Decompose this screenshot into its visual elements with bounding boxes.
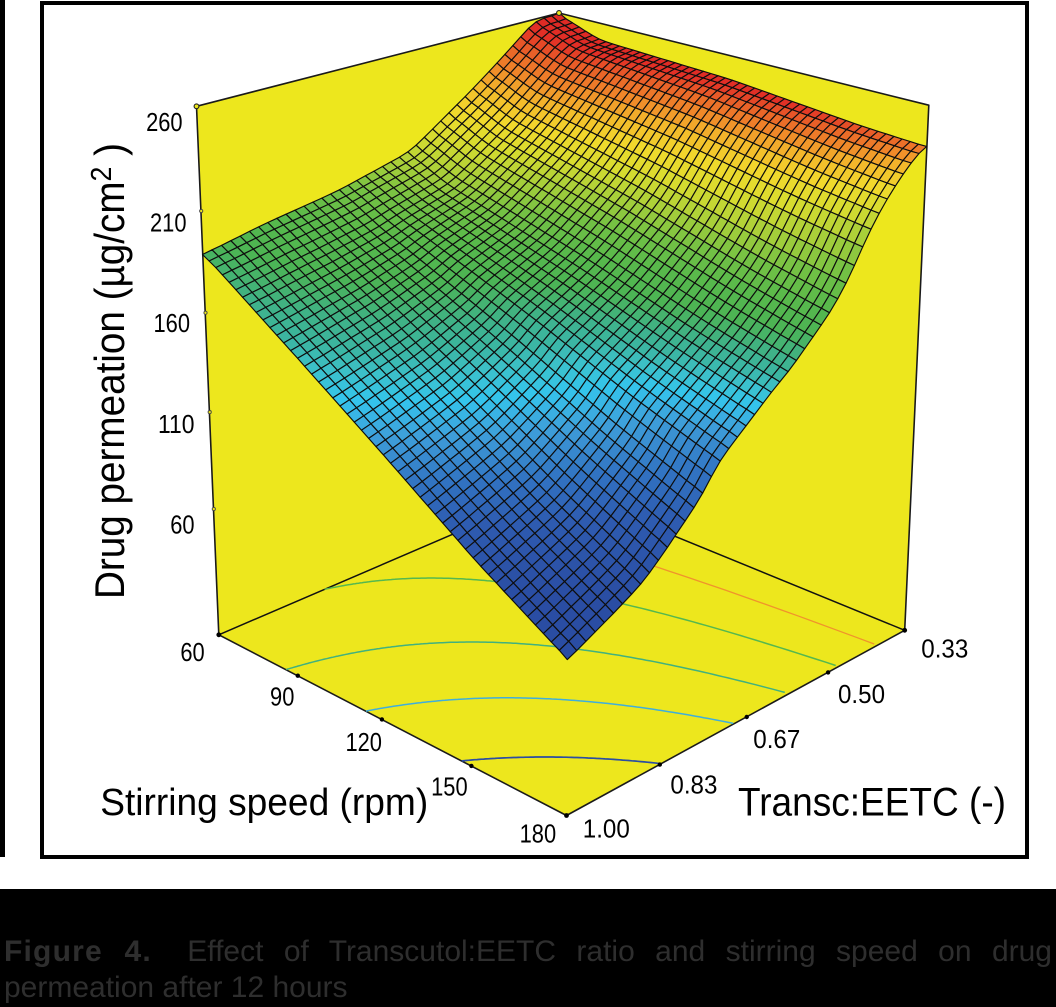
svg-text:90: 90 [270,682,294,712]
svg-text:150: 150 [431,771,468,801]
svg-text:210: 210 [150,208,187,238]
svg-text:60: 60 [170,510,194,540]
svg-text:260: 260 [146,107,183,137]
svg-text:120: 120 [345,727,382,757]
svg-text:160: 160 [154,308,191,338]
svg-text:0.67: 0.67 [753,724,800,754]
svg-text:0.33: 0.33 [921,633,968,663]
svg-text:Drug permeation (µg/cm2 ): Drug permeation (µg/cm2 ) [86,143,133,599]
svg-text:Transc:EETC (-): Transc:EETC (-) [738,780,1006,824]
svg-text:1.00: 1.00 [583,814,630,844]
svg-text:Stirring speed (rpm): Stirring speed (rpm) [100,782,428,824]
svg-text:110: 110 [158,409,195,439]
svg-text:60: 60 [180,637,204,667]
svg-text:0.83: 0.83 [670,769,717,799]
svg-text:180: 180 [520,819,557,849]
svg-text:0.50: 0.50 [838,679,885,709]
